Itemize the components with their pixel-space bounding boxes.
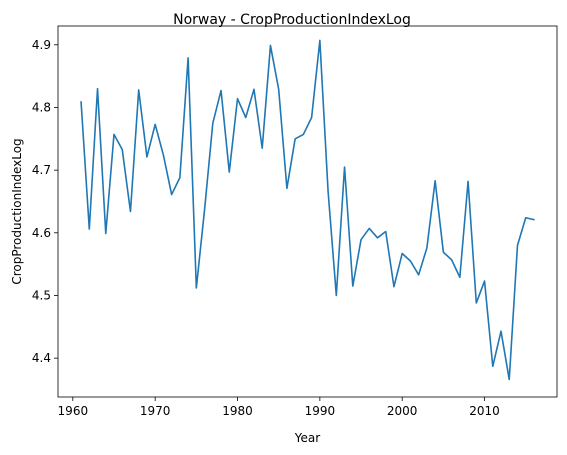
chart-title: Norway - CropProductionIndexLog bbox=[173, 12, 411, 28]
x-axis-title: Year bbox=[294, 431, 320, 445]
y-axis-ticks: 4.4 4.5 4.6 4.7 4.8 4.9 bbox=[32, 38, 58, 365]
x-tick-label: 1970 bbox=[140, 404, 171, 418]
x-tick-label: 2010 bbox=[469, 404, 500, 418]
y-tick-label: 4.8 bbox=[32, 100, 51, 114]
plot-frame bbox=[57, 25, 558, 398]
x-tick-label: 1990 bbox=[305, 404, 336, 418]
x-axis-ticks: 1960 1970 1980 1990 2000 2010 bbox=[58, 397, 500, 418]
y-tick-label: 4.6 bbox=[32, 226, 51, 240]
y-axis-title: CropProductionIndexLog bbox=[10, 138, 24, 284]
y-tick-label: 4.7 bbox=[32, 163, 51, 177]
y-tick-label: 4.5 bbox=[32, 288, 51, 302]
x-tick-label: 1980 bbox=[222, 404, 253, 418]
y-tick-label: 4.9 bbox=[32, 38, 51, 52]
series-line bbox=[80, 39, 535, 381]
y-tick-label: 4.4 bbox=[32, 351, 51, 365]
x-tick-label: 1960 bbox=[58, 404, 89, 418]
x-tick-label: 2000 bbox=[387, 404, 418, 418]
